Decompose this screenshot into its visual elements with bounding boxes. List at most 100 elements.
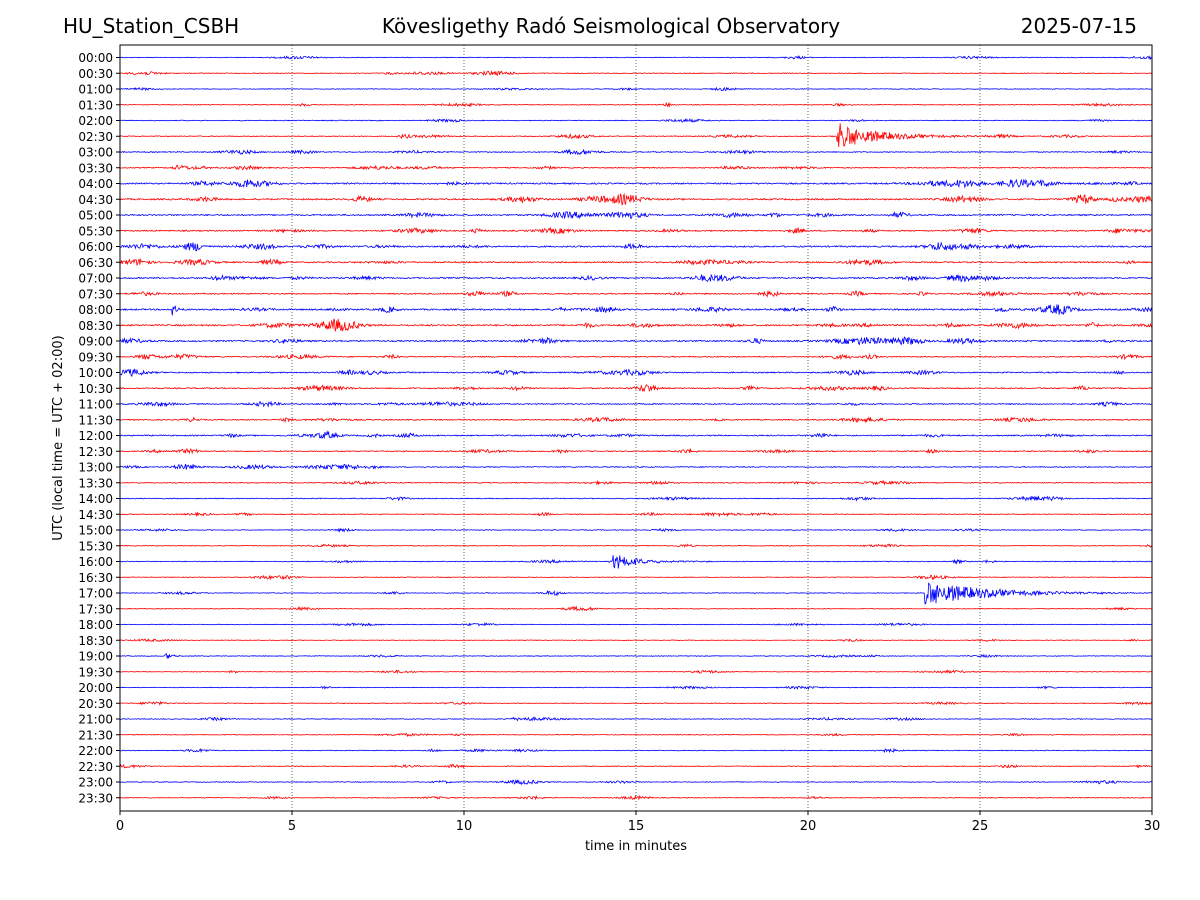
trace-0630 [119, 258, 1153, 267]
trace-2330 [119, 794, 1153, 801]
trace-1330 [119, 479, 1153, 486]
y-tick-label: 10:30 [78, 382, 113, 396]
trace-0530 [119, 226, 1153, 235]
chart-date: 2025-07-15 [1020, 14, 1137, 38]
y-tick-label: 01:30 [78, 98, 113, 112]
y-tick-label: 08:30 [78, 319, 113, 333]
y-tick-label: 03:00 [78, 146, 113, 160]
y-tick-label: 18:30 [78, 634, 113, 648]
y-tick-label: 23:00 [78, 776, 113, 790]
y-tick-label: 10:00 [78, 366, 113, 380]
trace-1630 [119, 574, 1153, 581]
y-tick-label: 16:30 [78, 571, 113, 585]
trace-2300 [119, 778, 1153, 786]
trace-0730 [119, 290, 1153, 298]
trace-1600 [119, 555, 1153, 569]
y-axis-label: UTC (local time = UTC + 02:00) [51, 335, 66, 540]
trace-0700 [119, 273, 1153, 283]
trace-1830 [119, 638, 1153, 643]
trace-2130 [119, 732, 1153, 738]
trace-0200 [119, 118, 1153, 123]
trace-1130 [119, 416, 1153, 424]
trace-1230 [119, 447, 1153, 455]
y-tick-label: 06:30 [78, 256, 113, 270]
y-tick-label: 18:00 [78, 618, 113, 632]
y-tick-label: 02:00 [78, 114, 113, 128]
y-tick-label: 17:00 [78, 587, 113, 601]
trace-2100 [119, 716, 1153, 722]
trace-1930 [119, 669, 1153, 675]
y-tick-label: 17:30 [78, 602, 113, 616]
trace-0100 [119, 86, 1153, 92]
y-tick-label: 19:30 [78, 665, 113, 679]
trace-0330 [119, 164, 1153, 171]
trace-0300 [119, 148, 1153, 156]
trace-0500 [119, 211, 1153, 220]
trace-1700 [119, 582, 1153, 605]
trace-2030 [119, 700, 1153, 706]
trace-2230 [119, 763, 1153, 770]
y-tick-label: 15:30 [78, 539, 113, 553]
trace-1500 [119, 527, 1153, 533]
y-tick-label: 16:00 [78, 555, 113, 569]
y-tick-label: 09:00 [78, 335, 113, 349]
trace-2000 [119, 685, 1153, 691]
y-tick-label: 14:30 [78, 508, 113, 522]
y-tick-label: 05:30 [78, 224, 113, 238]
trace-0830 [119, 318, 1153, 332]
x-tick-label: 15 [628, 819, 645, 834]
y-tick-label: 04:30 [78, 193, 113, 207]
trace-1100 [119, 400, 1153, 408]
y-tick-label: 08:00 [78, 303, 113, 317]
x-axis-label: time in minutes [585, 839, 687, 854]
x-tick-label: 20 [800, 819, 817, 834]
y-tick-label: 15:00 [78, 524, 113, 538]
y-tick-label: 12:30 [78, 445, 113, 459]
seismic-traces [119, 55, 1153, 801]
y-tick-label: 03:30 [78, 161, 113, 175]
y-tick-label: 13:00 [78, 461, 113, 475]
y-tick-label: 21:00 [78, 713, 113, 727]
x-tick-label: 10 [456, 819, 473, 834]
gridlines [291, 45, 981, 811]
y-tick-label: 00:30 [78, 67, 113, 81]
trace-0130 [119, 101, 1153, 108]
y-tick-label: 20:00 [78, 681, 113, 695]
trace-1530 [119, 543, 1153, 548]
y-tick-label: 11:30 [78, 413, 113, 427]
y-tick-label: 22:30 [78, 760, 113, 774]
y-tick-label: 02:30 [78, 130, 113, 144]
trace-0900 [119, 336, 1153, 346]
trace-2200 [119, 747, 1153, 754]
trace-0600 [119, 241, 1153, 252]
trace-1800 [119, 622, 1153, 627]
trace-1300 [119, 463, 1153, 471]
y-tick-label: 00:00 [78, 51, 113, 65]
trace-1030 [119, 383, 1153, 392]
y-tick-label: 23:30 [78, 791, 113, 805]
y-tick-label: 14:00 [78, 492, 113, 506]
station-name: HU_Station_CSBH [63, 14, 240, 38]
x-tick-label: 25 [972, 819, 989, 834]
trace-0000 [119, 55, 1153, 61]
y-tick-label: 21:30 [78, 728, 113, 742]
x-tick-label: 0 [116, 819, 124, 834]
y-tick-label: 19:00 [78, 650, 113, 664]
y-tick-label: 09:30 [78, 350, 113, 364]
trace-1900 [119, 652, 1153, 659]
y-tick-label: 11:00 [78, 398, 113, 412]
x-tick-label: 30 [1144, 819, 1161, 834]
trace-1730 [119, 605, 1153, 612]
trace-0030 [119, 70, 1153, 77]
y-tick-label: 22:00 [78, 744, 113, 758]
trace-0430 [119, 192, 1153, 206]
trace-0930 [119, 353, 1153, 361]
y-tick-label: 12:00 [78, 429, 113, 443]
y-tick-label: 06:00 [78, 240, 113, 254]
trace-1000 [119, 368, 1153, 377]
y-tick-label: 07:00 [78, 272, 113, 286]
trace-1430 [119, 511, 1153, 518]
chart-title: Kövesligethy Radó Seismological Observat… [381, 14, 841, 38]
trace-0800 [119, 304, 1153, 316]
